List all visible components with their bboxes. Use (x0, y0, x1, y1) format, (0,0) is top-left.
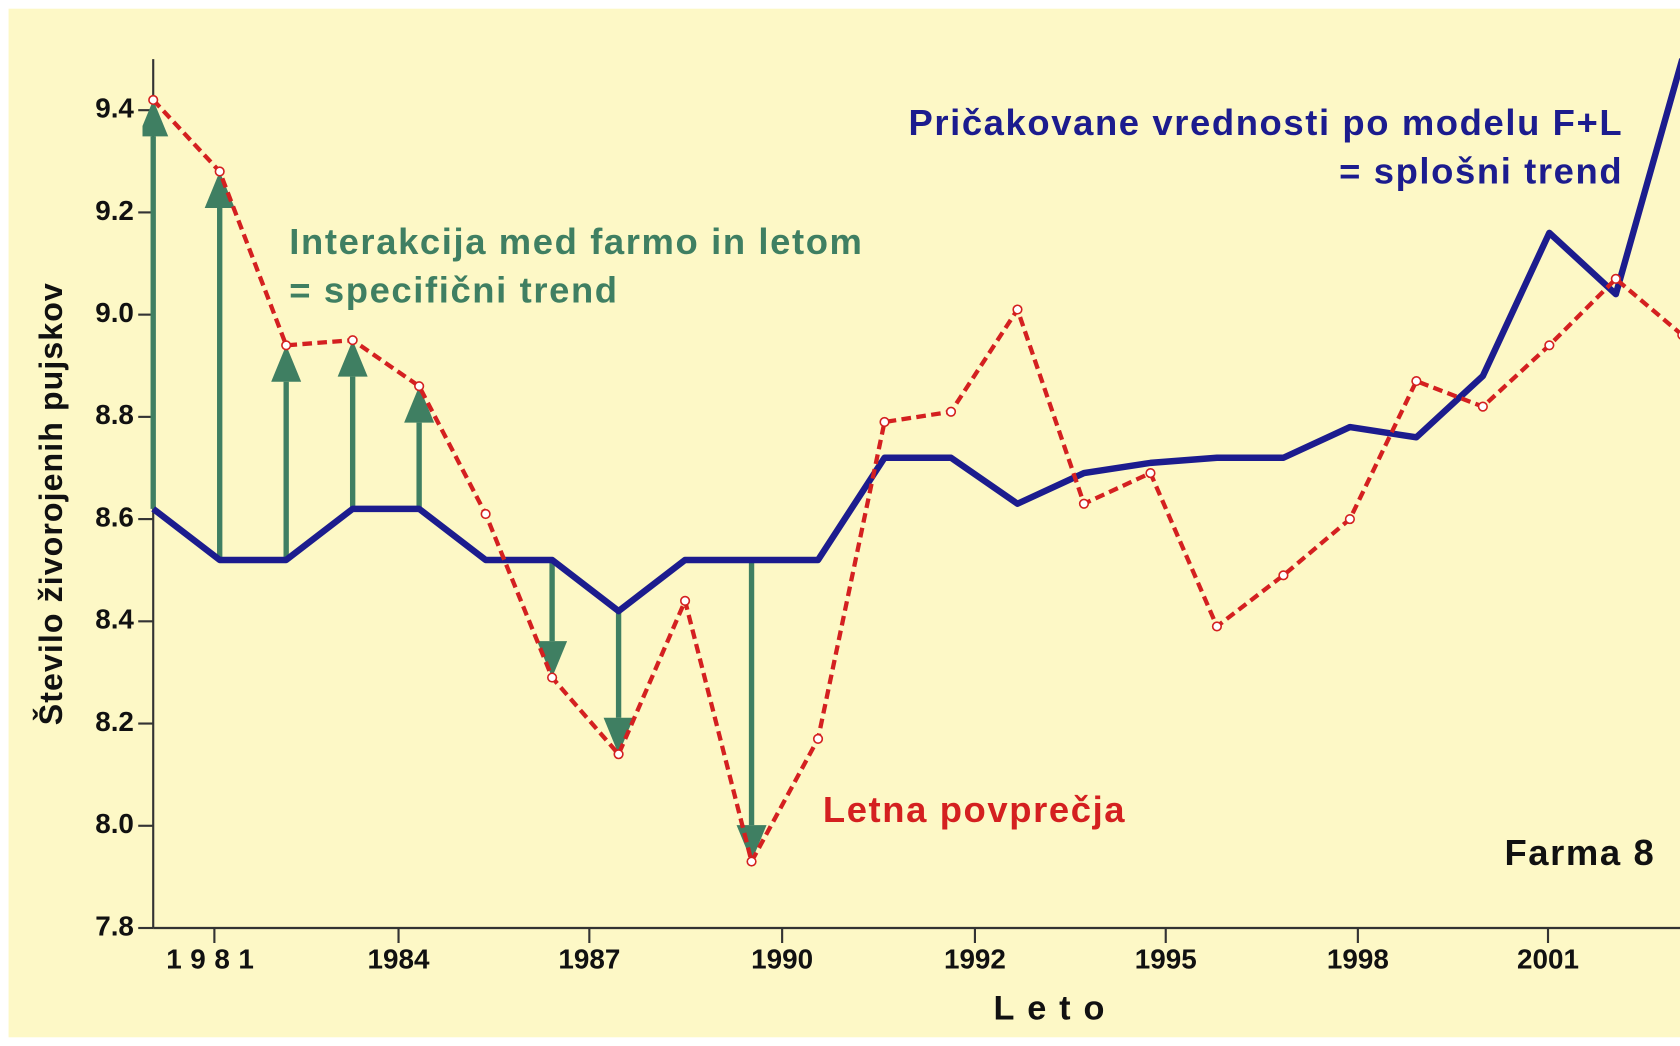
y-tick-label: 8.4 (95, 604, 134, 635)
point (1344, 514, 1355, 525)
x-tick-label: 2001 (1517, 944, 1579, 975)
arrow-head (537, 641, 568, 678)
y-tick-label: 8.8 (95, 399, 134, 430)
point (1610, 273, 1621, 284)
point (281, 340, 292, 351)
point (1411, 375, 1422, 387)
x-tick-label: 1990 (751, 944, 813, 975)
annotation: = specifični trend (289, 269, 618, 310)
series-line (151, 98, 1680, 864)
annotation: Pričakovane vrednosti po modelu F+L (908, 102, 1623, 143)
point (547, 672, 558, 683)
point (1211, 621, 1223, 632)
point (1278, 570, 1289, 581)
arrow-head (404, 386, 435, 423)
point (414, 381, 425, 392)
y-tick-label: 8.6 (95, 501, 134, 532)
arrow-head (204, 171, 235, 208)
plot-area (142, 58, 1680, 867)
point (347, 335, 358, 346)
y-tick-label: 9.0 (95, 297, 134, 328)
arrow-head (603, 717, 634, 755)
x-axis-title: Leto (993, 990, 1117, 1028)
series-line (151, 58, 1680, 615)
point (1078, 498, 1090, 509)
point (679, 595, 691, 606)
x-tick-label: 1992 (944, 944, 1006, 975)
x-tick-label: 1984 (368, 944, 430, 975)
x-tick-label: 1995 (1135, 944, 1197, 975)
y-tick-label: 9.2 (95, 195, 134, 226)
point (1477, 401, 1488, 412)
y-tick-label: 8.0 (95, 808, 134, 839)
point (480, 508, 491, 520)
point (746, 856, 757, 867)
annotation: Interakcija med farmo in letom (289, 221, 863, 262)
arrow-head (142, 99, 169, 137)
arrow-head (271, 345, 302, 382)
annotation: Farma 8 (1504, 832, 1655, 873)
arrow-head (337, 340, 368, 377)
point (1544, 340, 1555, 351)
annotation: = splošni trend (1339, 150, 1623, 191)
annotation: Letna povprečja (823, 789, 1126, 830)
point (214, 166, 225, 177)
point (613, 749, 624, 760)
x-tick-label: 1987 (558, 944, 620, 975)
y-tick-label: 9.4 (95, 93, 134, 124)
y-tick-label: 8.2 (95, 706, 134, 737)
point (879, 416, 890, 428)
x-tick-label: 1981 (166, 944, 262, 975)
y-tick-label: 7.8 (95, 910, 134, 941)
x-tick-label: 1998 (1327, 944, 1389, 975)
point (1145, 468, 1156, 479)
y-axis-title: Število živorojenih pujskov (33, 282, 69, 725)
point (148, 94, 159, 106)
point (1012, 304, 1023, 315)
point (812, 733, 824, 744)
point (945, 406, 957, 417)
